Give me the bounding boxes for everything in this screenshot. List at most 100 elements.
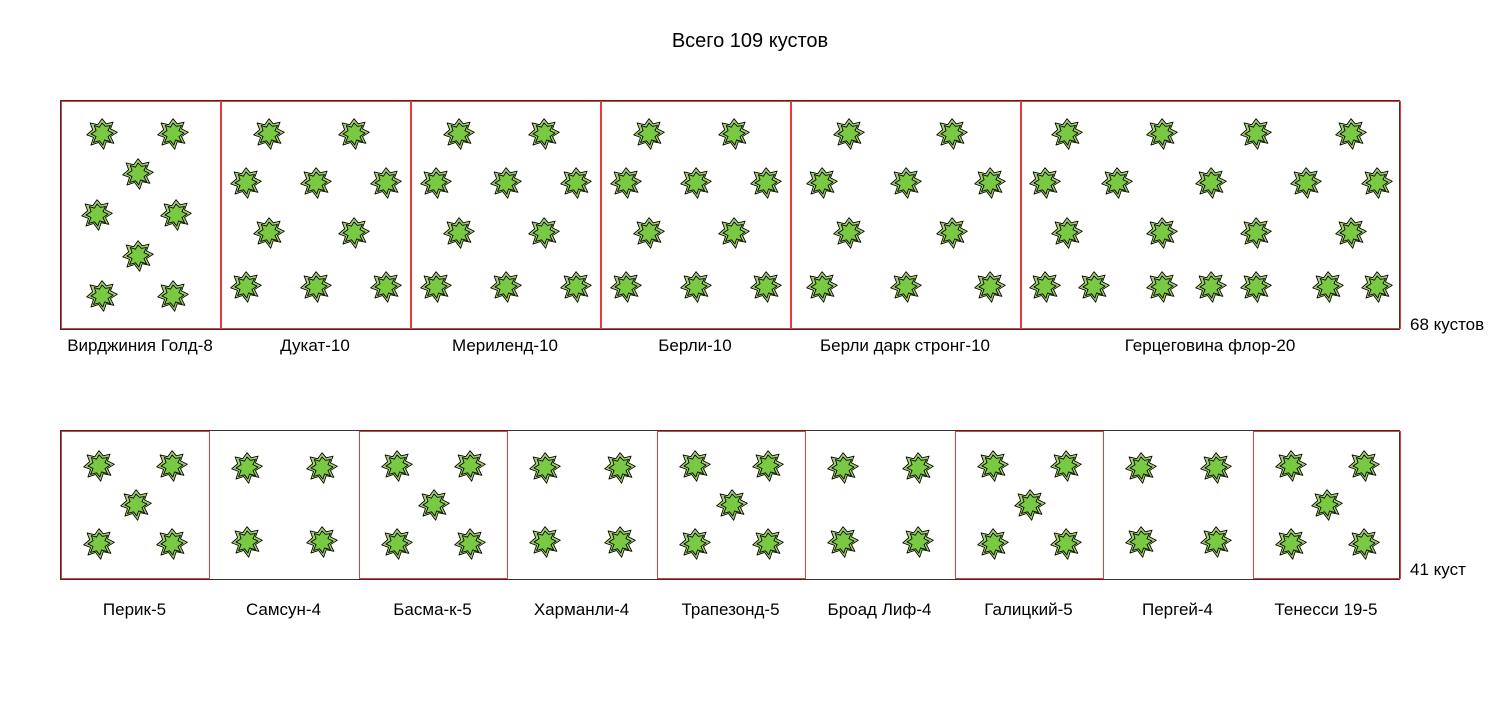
- plant-icon: [559, 166, 593, 200]
- plot: [221, 101, 411, 329]
- plant-icon: [973, 270, 1007, 304]
- plant-icon: [715, 488, 749, 522]
- plant-icon: [1274, 449, 1308, 483]
- plot-label: Галицкий-5: [954, 600, 1103, 620]
- plot-label: Вирджиния Голд-8: [60, 336, 220, 356]
- plant-icon: [1289, 166, 1323, 200]
- plant-icon: [80, 198, 114, 232]
- plant: [632, 216, 666, 250]
- plant-icon: [1050, 117, 1084, 151]
- plant: [1194, 270, 1228, 304]
- plant-icon: [1194, 166, 1228, 200]
- plant-icon: [901, 525, 935, 559]
- plant-icon: [751, 527, 785, 561]
- plant-icon: [337, 117, 371, 151]
- plant-icon: [679, 270, 713, 304]
- plant: [889, 270, 923, 304]
- plant-icon: [305, 451, 339, 485]
- plant: [1239, 117, 1273, 151]
- plant: [935, 117, 969, 151]
- plant: [749, 270, 783, 304]
- plant: [976, 527, 1010, 561]
- plot: [806, 431, 955, 579]
- plot-label: Самсун-4: [209, 600, 358, 620]
- bed-outline: [60, 430, 1400, 580]
- plant-icon: [82, 449, 116, 483]
- plant: [826, 525, 860, 559]
- plant: [489, 166, 523, 200]
- plant: [632, 117, 666, 151]
- plant-icon: [749, 270, 783, 304]
- plant-icon: [1194, 270, 1228, 304]
- plant-icon: [717, 117, 751, 151]
- plant-icon: [528, 525, 562, 559]
- plant-icon: [453, 449, 487, 483]
- plant: [121, 157, 155, 191]
- plant: [678, 449, 712, 483]
- plant: [442, 117, 476, 151]
- plant: [751, 449, 785, 483]
- plant-icon: [976, 527, 1010, 561]
- plant-icon: [1239, 216, 1273, 250]
- plot-label: Тенесси 19-5: [1252, 600, 1400, 620]
- plant: [156, 279, 190, 313]
- plant-icon: [826, 525, 860, 559]
- plant: [603, 451, 637, 485]
- plot-label: Дукат-10: [220, 336, 410, 356]
- plant-icon: [1145, 216, 1179, 250]
- plant-icon: [419, 270, 453, 304]
- plant-icon: [1124, 451, 1158, 485]
- plant: [1124, 525, 1158, 559]
- plant: [230, 525, 264, 559]
- plant-icon: [155, 449, 189, 483]
- plot-label: Басма-к-5: [358, 600, 507, 620]
- plant: [1013, 488, 1047, 522]
- plant: [1360, 166, 1394, 200]
- plant: [751, 527, 785, 561]
- plant: [1274, 449, 1308, 483]
- page-title: Всего 109 кустов: [0, 30, 1500, 53]
- plot: [791, 101, 1021, 329]
- plant: [230, 451, 264, 485]
- plant: [832, 216, 866, 250]
- plant-icon: [1239, 270, 1273, 304]
- plant: [528, 451, 562, 485]
- plant-icon: [121, 157, 155, 191]
- plant: [369, 166, 403, 200]
- plant-icon: [832, 216, 866, 250]
- plant: [678, 527, 712, 561]
- plant-icon: [305, 525, 339, 559]
- plant-icon: [252, 117, 286, 151]
- plot-label: Харманли-4: [507, 600, 656, 620]
- plot-label: Берли дарк стронг-10: [790, 336, 1020, 356]
- plant: [1145, 216, 1179, 250]
- plant-icon: [1334, 216, 1368, 250]
- plant-icon: [119, 488, 153, 522]
- plant-icon: [1334, 117, 1368, 151]
- plant: [1050, 216, 1084, 250]
- plot: [359, 431, 508, 579]
- plant-icon: [603, 525, 637, 559]
- plant: [337, 117, 371, 151]
- plant: [1334, 117, 1368, 151]
- plant-icon: [1050, 216, 1084, 250]
- plant: [453, 449, 487, 483]
- plant-icon: [85, 117, 119, 151]
- plant: [1360, 270, 1394, 304]
- plot: [411, 101, 601, 329]
- plant: [252, 216, 286, 250]
- plant: [609, 166, 643, 200]
- plant-icon: [1360, 166, 1394, 200]
- plant: [155, 527, 189, 561]
- plant: [1199, 525, 1233, 559]
- plant-icon: [299, 270, 333, 304]
- plant-icon: [1347, 449, 1381, 483]
- plot: [657, 431, 806, 579]
- plant-icon: [603, 451, 637, 485]
- plant: [1049, 449, 1083, 483]
- plot-label: Броад Лиф-4: [805, 600, 954, 620]
- plant-icon: [805, 270, 839, 304]
- plant-icon: [1199, 451, 1233, 485]
- plant-icon: [442, 216, 476, 250]
- labels-row: Вирджиния Голд-8Дукат-10Мериленд-10Берли…: [60, 336, 1400, 356]
